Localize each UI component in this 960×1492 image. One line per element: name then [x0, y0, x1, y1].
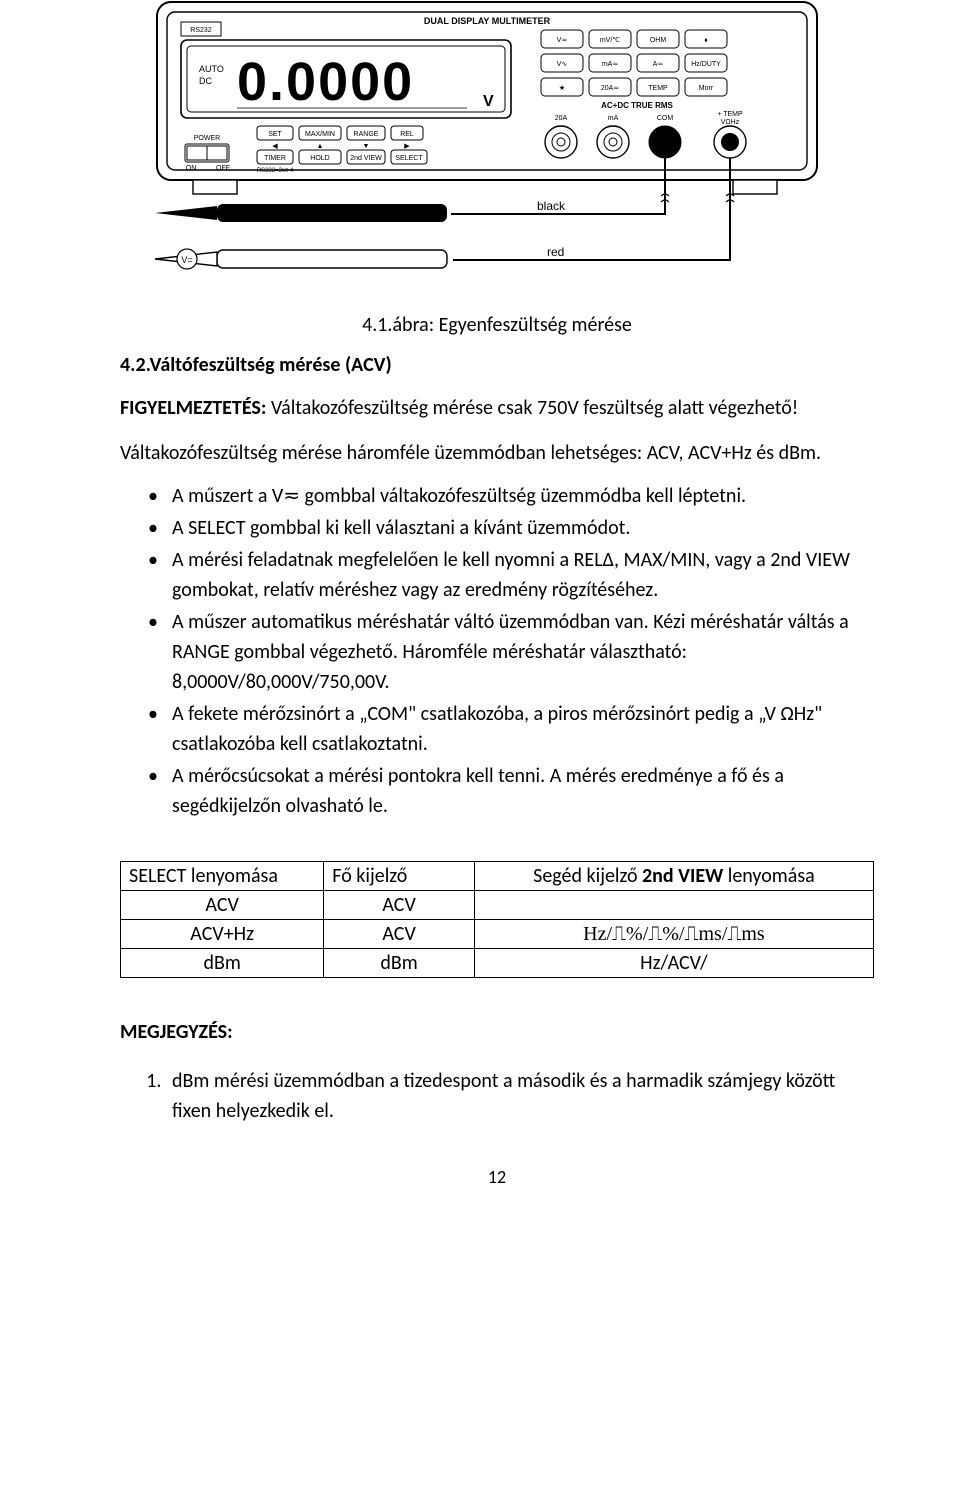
svg-text:red: red — [547, 245, 564, 259]
table-row: dBm dBm Hz/ACV/ — [121, 949, 874, 978]
table-cell — [474, 891, 873, 920]
svg-text:A≂: A≂ — [653, 61, 664, 68]
warning-label: FIGYELMEZTETÉS: — [120, 396, 266, 420]
svg-text:V=: V= — [181, 255, 192, 265]
table-header-row: SELECT lenyomása Fő kijelző Segéd kijelz… — [121, 862, 874, 891]
svg-text:★: ★ — [559, 84, 565, 92]
warning-paragraph: FIGYELMEZTETÉS: Váltakozófeszültség méré… — [120, 395, 874, 422]
svg-text:▼: ▼ — [363, 143, 370, 150]
list-item: A műszert a V≂ gombbal váltakozófeszülts… — [148, 481, 874, 511]
warning-text: Váltakozófeszültség mérése csak 750V fes… — [271, 396, 798, 420]
svg-text:VΩHz: VΩHz — [721, 119, 740, 126]
svg-text:RS232: RS232 — [190, 27, 212, 34]
svg-text:COM: COM — [657, 115, 674, 122]
lead-in-paragraph: Váltakozófeszültség mérése háromféle üze… — [120, 440, 874, 467]
svg-text:mA≂: mA≂ — [602, 61, 619, 68]
table-header: SELECT lenyomása — [121, 862, 324, 891]
table-cell: dBm — [324, 949, 475, 978]
svg-text:MAX/MIN: MAX/MIN — [305, 131, 335, 138]
list-item: A SELECT gombbal ki kell választani a kí… — [148, 513, 874, 543]
svg-text:HOLD: HOLD — [310, 155, 329, 162]
svg-text:TEMP: TEMP — [648, 85, 668, 92]
svg-text:RS232=3wt-4: RS232=3wt-4 — [257, 168, 294, 174]
svg-text:ON: ON — [186, 165, 197, 172]
list-item: A műszer automatikus méréshatár váltó üz… — [148, 607, 874, 697]
note-heading: MEGJEGYZÉS: — [120, 1020, 874, 1044]
svg-text:20A≂: 20A≂ — [601, 85, 619, 92]
svg-text:REL: REL — [400, 131, 414, 138]
table-cell: Hz/ACV/ — [474, 949, 873, 978]
svg-text:V∿: V∿ — [557, 61, 568, 68]
instruction-list: A műszert a V≂ gombbal váltakozófeszülts… — [120, 481, 874, 821]
svg-text:AUTO: AUTO — [199, 64, 224, 74]
svg-text:20A: 20A — [555, 115, 568, 122]
list-item: A mérési feladatnak megfelelően le kell … — [148, 545, 874, 605]
table-cell: ACV — [324, 920, 475, 949]
svg-text:SET: SET — [268, 131, 282, 138]
table-header: Segéd kijelző 2nd VIEW lenyomása — [474, 862, 873, 891]
list-item: A fekete mérőzsinórt a „COM" csatlakozób… — [148, 699, 874, 759]
svg-text:V: V — [483, 93, 494, 110]
svg-text:mV/℃: mV/℃ — [600, 37, 620, 44]
svg-text:SELECT: SELECT — [395, 155, 423, 162]
svg-text:mA: mA — [608, 115, 619, 122]
multimeter-svg: DUAL DISPLAY MULTIMETER RS232 AUTO DC 0.… — [137, 0, 857, 296]
table-cell: ACV — [324, 891, 475, 920]
svg-text:Hz/DUTY: Hz/DUTY — [691, 61, 721, 68]
svg-text:0.0000: 0.0000 — [237, 52, 414, 112]
note-item: dBm mérési üzemmódban a tizedespont a má… — [166, 1066, 874, 1126]
table-cell: dBm — [121, 949, 324, 978]
table-row: ACV+Hz ACV Hz/⎍%/⎍%/⎍ms/⎍ms — [121, 920, 874, 949]
svg-text:⬧: ⬧ — [704, 37, 707, 44]
notes-list: dBm mérési üzemmódban a tizedespont a má… — [120, 1066, 874, 1126]
mode-table: SELECT lenyomása Fő kijelző Segéd kijelz… — [120, 861, 874, 978]
svg-text:Morr: Morr — [699, 85, 714, 92]
table-cell: ACV — [121, 891, 324, 920]
figure-caption: 4.1.ábra: Egyenfeszültség mérése — [120, 313, 874, 337]
svg-text:RANGE: RANGE — [354, 131, 379, 138]
svg-text:▶: ▶ — [404, 143, 410, 150]
page-number: 12 — [120, 1166, 874, 1188]
table-cell: Hz/⎍%/⎍%/⎍ms/⎍ms — [474, 920, 873, 949]
svg-text:▲: ▲ — [317, 143, 324, 150]
table-row: ACV ACV — [121, 891, 874, 920]
svg-text:2nd VIEW: 2nd VIEW — [350, 155, 382, 162]
svg-text:black: black — [537, 199, 566, 213]
svg-text:DUAL DISPLAY MULTIMETER: DUAL DISPLAY MULTIMETER — [424, 16, 551, 26]
table-header: Fő kijelző — [324, 862, 475, 891]
table-cell: ACV+Hz — [121, 920, 324, 949]
svg-text:OFF: OFF — [216, 165, 230, 172]
svg-text:+ TEMP: + TEMP — [717, 111, 743, 118]
svg-text:POWER: POWER — [194, 135, 220, 142]
svg-text:AC+DC TRUE RMS: AC+DC TRUE RMS — [601, 101, 673, 110]
svg-text:◀: ◀ — [272, 143, 278, 150]
svg-text:TIMER: TIMER — [264, 155, 286, 162]
svg-text:OHM: OHM — [650, 37, 667, 44]
svg-text:V≂: V≂ — [557, 37, 568, 44]
list-item: A mérőcsúcsokat a mérési pontokra kell t… — [148, 761, 874, 821]
multimeter-figure: DUAL DISPLAY MULTIMETER RS232 AUTO DC 0.… — [120, 0, 874, 301]
section-heading: 4.2.Váltófeszültség mérése (ACV) — [120, 353, 874, 377]
svg-text:DC: DC — [199, 76, 212, 86]
